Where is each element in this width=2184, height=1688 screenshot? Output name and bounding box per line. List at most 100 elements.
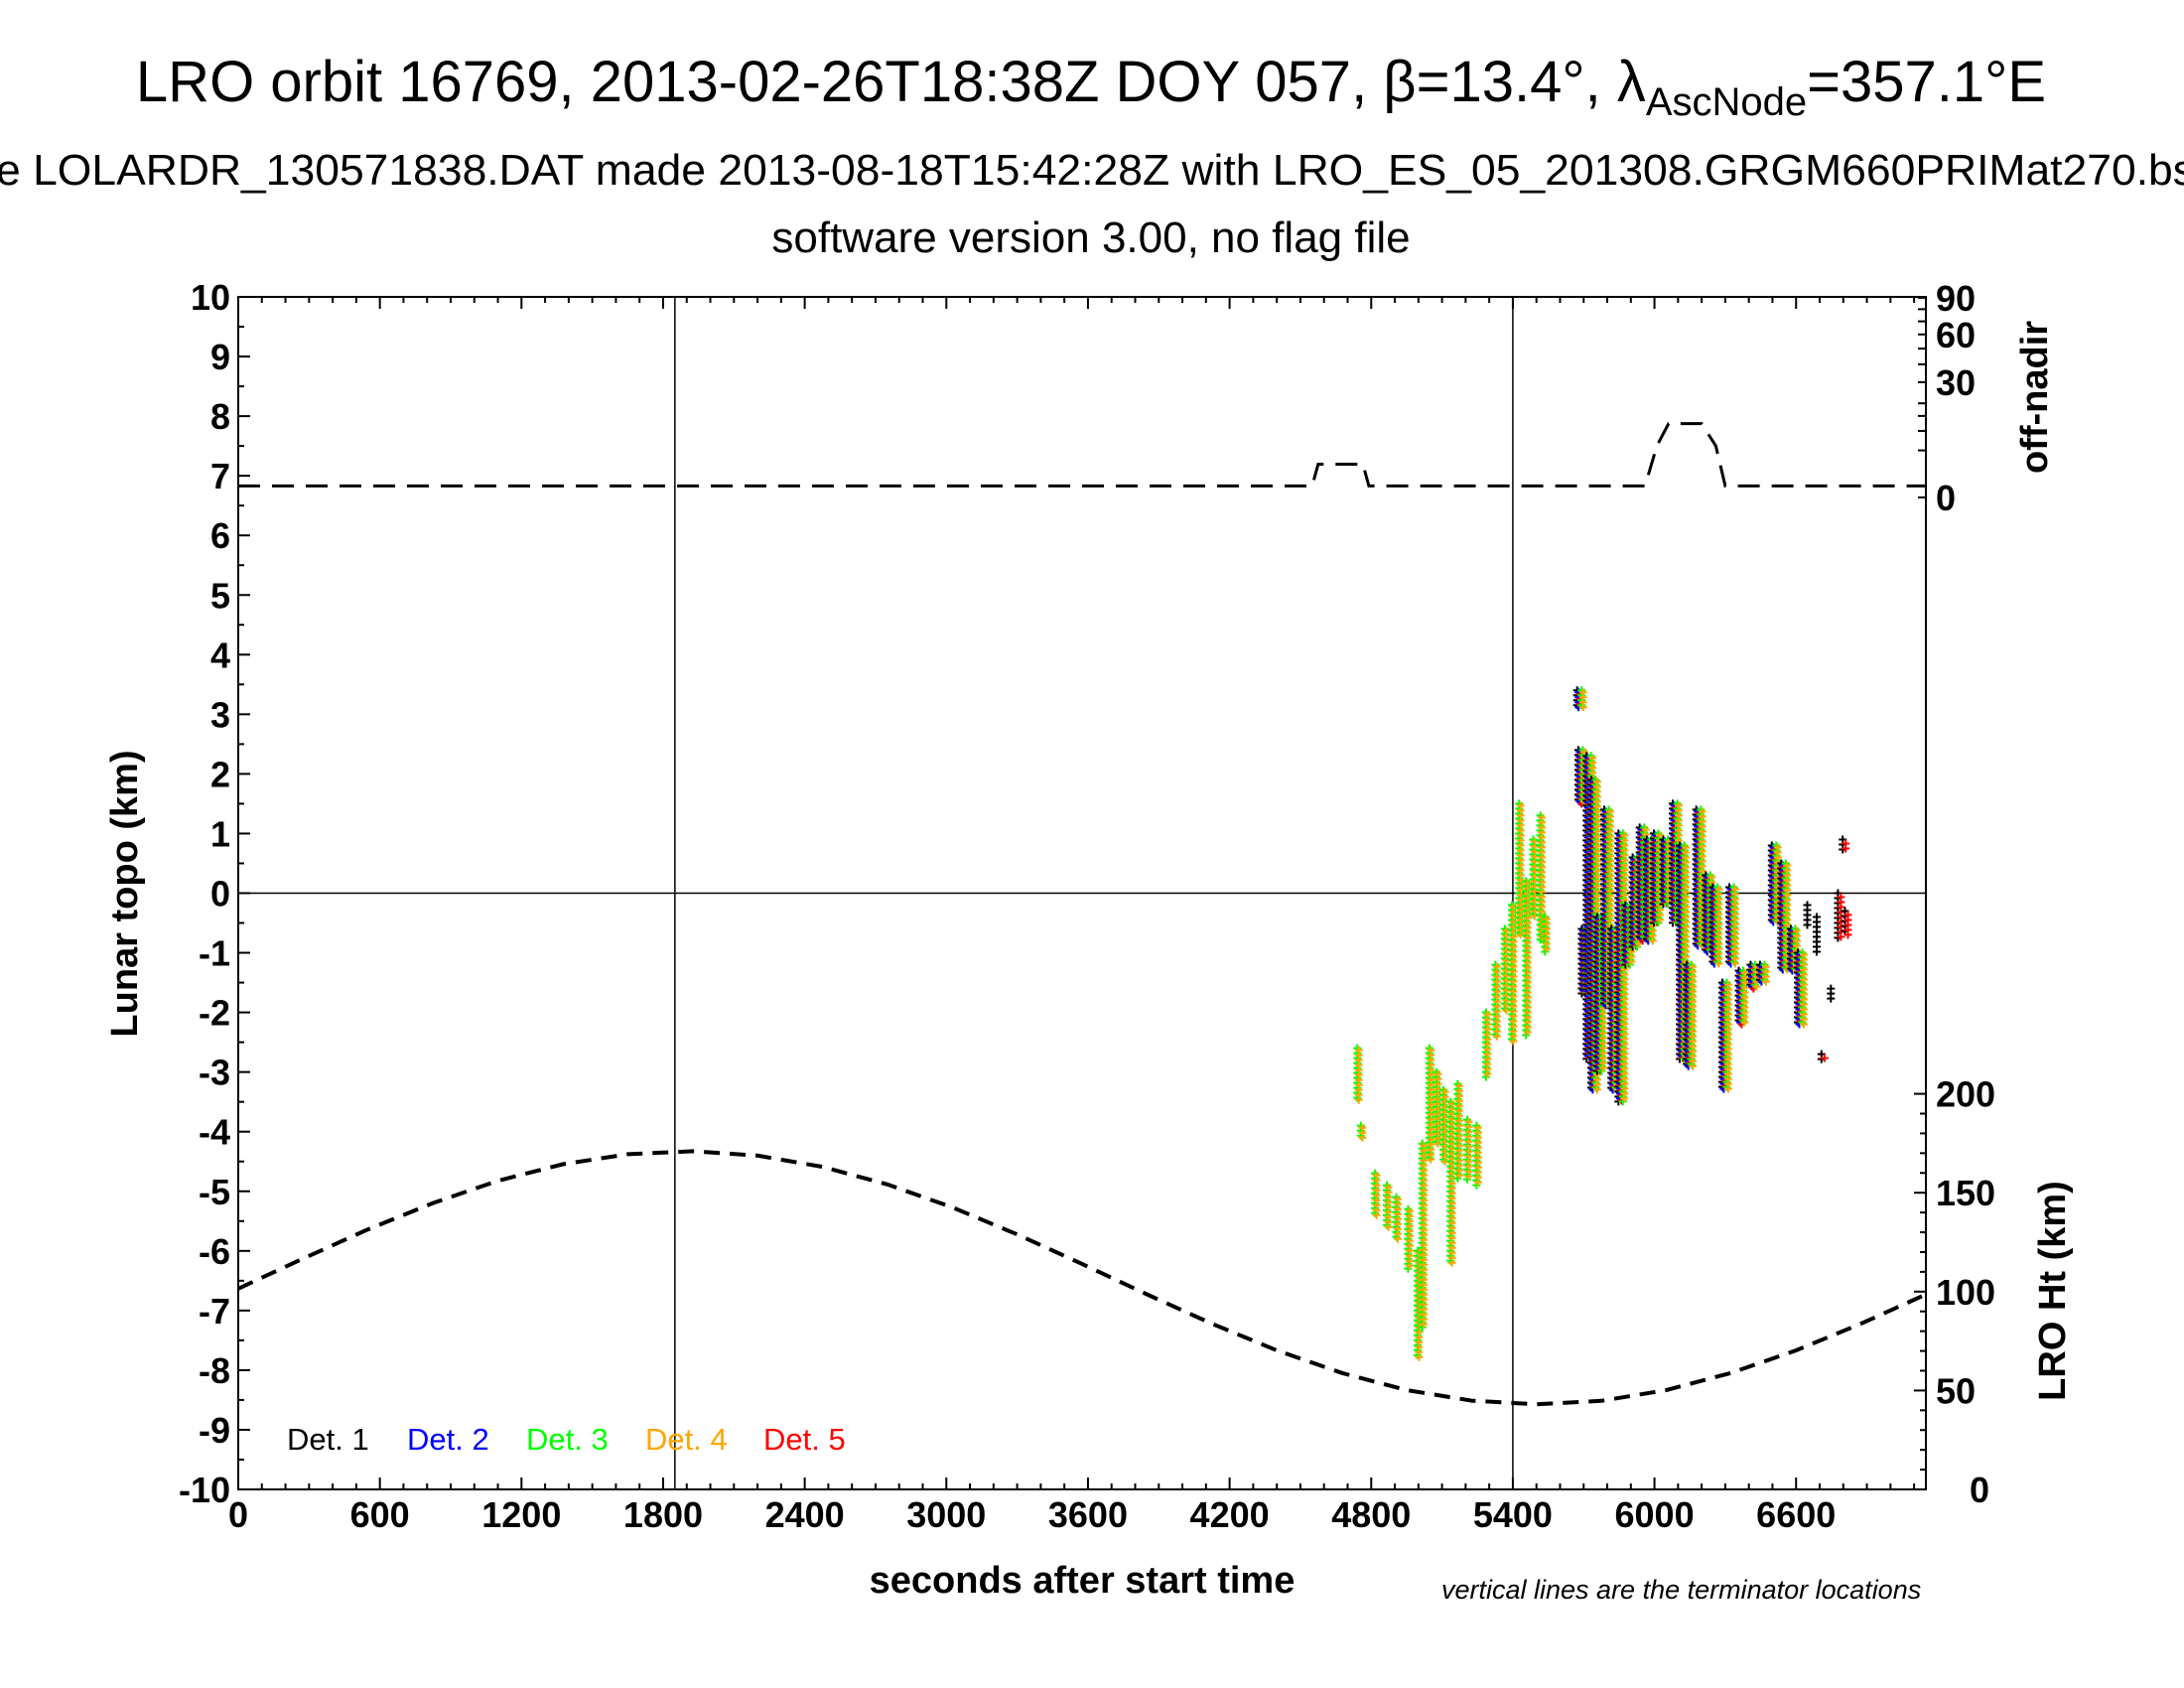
topo-points-det-3 <box>1439 1085 1448 1164</box>
offnadir-tick-label: 30 <box>1936 362 1976 403</box>
topo-points-det-3 <box>1481 1008 1490 1081</box>
y-tick-label: 2 <box>210 754 230 794</box>
topo-points-det-2 <box>1703 873 1711 956</box>
x-tick-label: 2400 <box>765 1494 845 1535</box>
topo-points-det-3 <box>1772 841 1781 924</box>
topo-points-det-3 <box>1611 924 1620 1092</box>
topo-points-det-4 <box>1440 1087 1449 1166</box>
topo-points-det-3 <box>1706 871 1714 954</box>
chart-title: LRO orbit 16769, 2013-02-26T18:38Z DOY 0… <box>136 50 2046 124</box>
topo-points-det-4 <box>1542 914 1551 953</box>
y-tick-label: 7 <box>210 456 230 496</box>
off-nadir-line <box>238 422 1926 488</box>
legend: Det. 1 Det. 2 Det. 3 Det. 4 Det. 5 <box>287 1422 846 1457</box>
chart-subtitle-software: software version 3.00, no flag file <box>771 213 1410 262</box>
y-tick-label: 6 <box>210 515 230 556</box>
topo-points-det-3 <box>1433 1067 1440 1146</box>
y-axis-label-left: Lunar topo (km) <box>104 750 146 1037</box>
topo-points-det-2 <box>1601 807 1610 1010</box>
axes: 0 600 1200 1800 2400 3000 3600 4200 4800 5400 6000… <box>179 277 1995 1535</box>
topo-points-det-4 <box>1420 1141 1429 1329</box>
topo-points-det-4 <box>1723 980 1732 1093</box>
y-tick-label: 4 <box>210 634 230 675</box>
legend-item-det-1: Det. 1 <box>287 1422 369 1457</box>
topo-points-det-2 <box>1778 861 1787 974</box>
topo-points-det-5 <box>1842 839 1850 853</box>
topo-points-det-2 <box>1578 926 1587 995</box>
topo-points-det-4 <box>1354 1046 1363 1104</box>
x-tick-label: 1200 <box>481 1494 561 1535</box>
y-tick-label: -8 <box>199 1350 230 1391</box>
topo-points-det-2 <box>1630 855 1639 948</box>
topo-points-det-4 <box>1492 962 1501 1041</box>
topo-points-det-1 <box>1817 1050 1826 1063</box>
title-suffix: =357.1°E <box>1807 50 2046 114</box>
topo-points-det-3 <box>1353 1044 1362 1102</box>
topo-points-det-2 <box>1694 807 1703 950</box>
topo-points-det-4 <box>1714 885 1723 968</box>
topo-points-det-3 <box>1712 883 1721 966</box>
topo-points-det-2 <box>1670 801 1679 924</box>
topo-points-det-4 <box>1613 926 1622 1094</box>
topo-points-det-2 <box>1588 777 1597 1094</box>
topo-points-det-3 <box>1413 1246 1422 1359</box>
topo-points-det-3 <box>1729 883 1738 966</box>
y-tick-label: -6 <box>199 1231 230 1272</box>
topo-points-det-4 <box>1740 968 1749 1027</box>
topo-points-det-3 <box>1522 877 1531 1040</box>
topo-points-det-4 <box>1530 837 1539 920</box>
x-tick-label: 6600 <box>1756 1494 1836 1535</box>
topo-points-det-4 <box>1447 1099 1456 1267</box>
topo-points-det-2 <box>1583 754 1592 1060</box>
legend-item-det-3: Det. 3 <box>526 1422 609 1457</box>
y-tick-label: -3 <box>199 1053 230 1093</box>
topo-points-det-3 <box>1654 829 1663 927</box>
topo-points-det-3 <box>1508 901 1516 1044</box>
topo-points-det-5 <box>1820 1054 1829 1062</box>
topo-points-det-3 <box>1462 1115 1471 1184</box>
topo-points-det-3 <box>1750 960 1759 989</box>
topo-points-det-3 <box>1687 960 1696 1068</box>
topo-points-det-3 <box>1404 1204 1413 1273</box>
topo-points-det-2 <box>1615 831 1624 1103</box>
topo-points-det-4 <box>1800 950 1808 1029</box>
topo-points-det-3 <box>1500 924 1509 1013</box>
x-tick-label: 5400 <box>1473 1494 1553 1535</box>
topo-points-det-2 <box>1769 843 1778 926</box>
x-tick-label: 3600 <box>1048 1494 1128 1535</box>
x-tick-label: 0 <box>228 1494 248 1535</box>
topo-points-det-2 <box>1677 843 1686 1060</box>
topo-points-det-3 <box>1697 805 1706 948</box>
y-tick-label: 5 <box>210 575 230 616</box>
height-tick-label: 0 <box>1970 1470 1989 1510</box>
topo-points-det-3 <box>1356 1121 1365 1140</box>
y-tick-label: 0 <box>210 874 230 914</box>
topo-points-det-3 <box>1541 913 1550 956</box>
topo-points-det-3 <box>1647 835 1656 943</box>
topo-points-det-4 <box>1433 1069 1442 1148</box>
topo-points-det-4 <box>1502 926 1511 1015</box>
topo-points-det-4 <box>1689 962 1698 1070</box>
height-tick-label: 200 <box>1936 1074 1995 1115</box>
topo-points-det-2 <box>1651 831 1660 924</box>
title-prefix: LRO orbit 16769, 2013-02-26T18:38Z DOY 0… <box>136 50 1646 114</box>
topo-points-det-2 <box>1637 825 1646 943</box>
lro-height-line <box>237 1149 1927 1407</box>
topo-points-det-3 <box>1618 829 1627 1106</box>
y-tick-label: -10 <box>179 1470 230 1510</box>
topo-points-det-2 <box>1594 914 1603 1072</box>
topo-points-det-4 <box>1405 1206 1414 1270</box>
topo-points-det-2 <box>1719 980 1728 1093</box>
topo-points-det-3 <box>1577 686 1586 710</box>
topo-points-det-3 <box>1739 966 1747 1025</box>
topo-points-det-1 <box>1827 984 1836 1003</box>
topo-points-det-4 <box>1752 962 1761 991</box>
height-tick-label: 100 <box>1936 1272 1995 1313</box>
offnadir-tick-label: 0 <box>1936 478 1956 518</box>
topo-points-det-2 <box>1608 926 1617 1094</box>
topo-points-det-3 <box>1664 835 1672 909</box>
offnadir-tick-label: 60 <box>1936 315 1976 355</box>
topo-points-det-3 <box>1625 901 1634 969</box>
plot-area <box>237 297 1927 1489</box>
